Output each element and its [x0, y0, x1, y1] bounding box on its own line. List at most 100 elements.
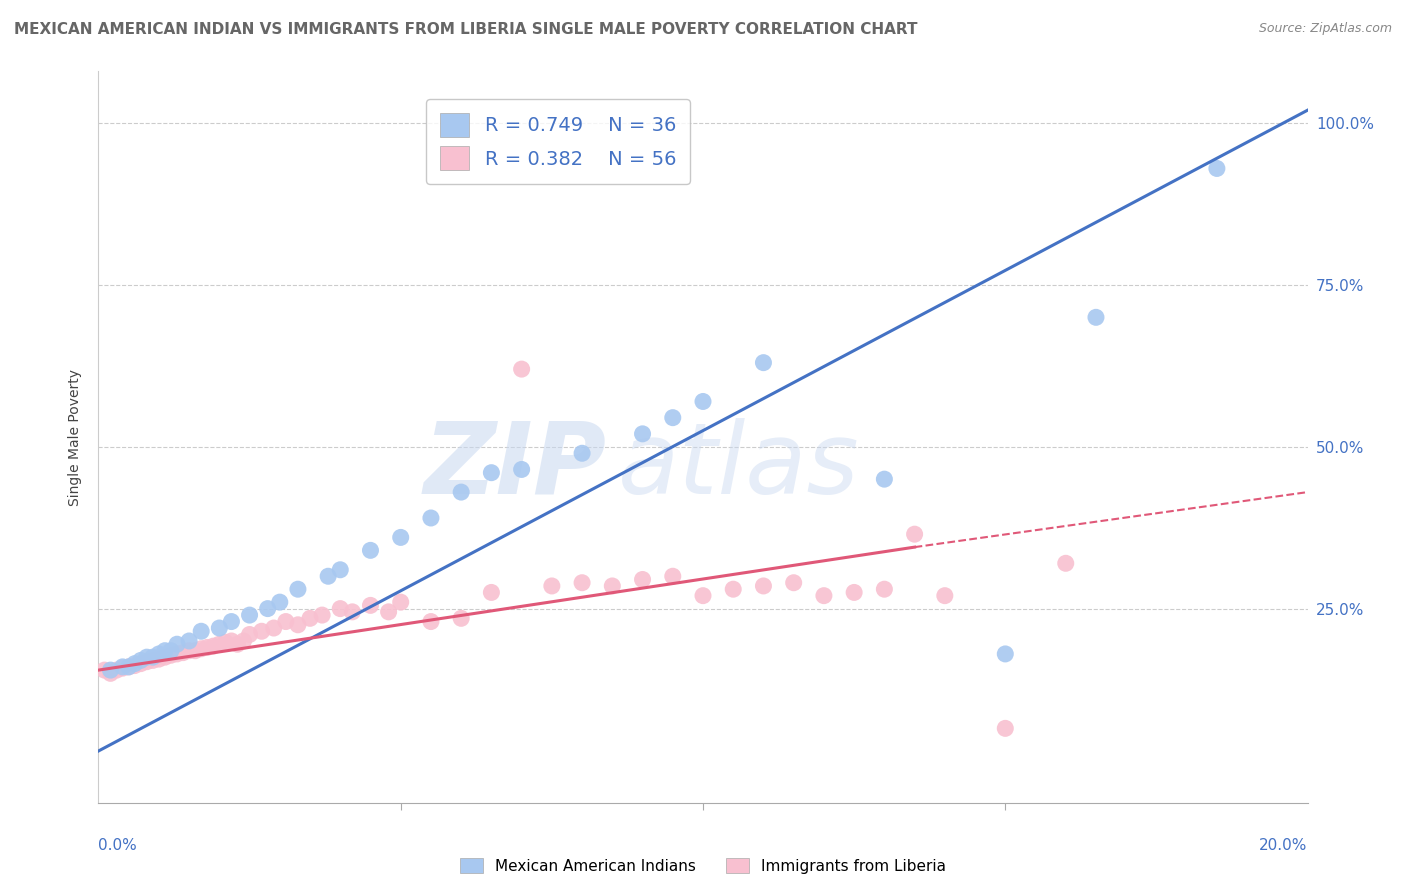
Point — [450, 485, 472, 500]
Point — [100, 666, 122, 681]
Point — [450, 611, 472, 625]
Point — [148, 647, 170, 661]
Legend: R = 0.749    N = 36, R = 0.382    N = 56: R = 0.749 N = 36, R = 0.382 N = 56 — [426, 99, 689, 184]
Text: ZIP: ZIP — [423, 417, 606, 515]
Point — [118, 660, 141, 674]
Point — [661, 569, 683, 583]
Legend: Mexican American Indians, Immigrants from Liberia: Mexican American Indians, Immigrants fro… — [454, 852, 952, 880]
Point — [571, 575, 593, 590]
Point — [129, 657, 152, 671]
Point — [195, 640, 218, 655]
Point — [723, 582, 745, 597]
Point — [142, 653, 165, 667]
Point — [239, 608, 262, 623]
Point — [389, 530, 412, 544]
Point — [142, 650, 165, 665]
Point — [124, 658, 146, 673]
Point — [105, 663, 128, 677]
Point — [287, 617, 309, 632]
Point — [239, 627, 262, 641]
Point — [873, 582, 896, 597]
Point — [934, 589, 956, 603]
Point — [631, 426, 654, 441]
Point — [661, 410, 683, 425]
Text: Source: ZipAtlas.com: Source: ZipAtlas.com — [1258, 22, 1392, 36]
Point — [214, 635, 236, 649]
Point — [208, 637, 231, 651]
Point — [692, 394, 714, 409]
Point — [329, 563, 352, 577]
Point — [100, 663, 122, 677]
Point — [571, 446, 593, 460]
Point — [160, 648, 183, 663]
Point — [124, 657, 146, 671]
Point — [844, 585, 866, 599]
Point — [172, 646, 194, 660]
Point — [111, 660, 134, 674]
Point — [329, 601, 352, 615]
Point — [93, 663, 115, 677]
Point — [263, 621, 285, 635]
Point — [602, 579, 624, 593]
Point — [752, 579, 775, 593]
Point — [360, 543, 382, 558]
Point — [994, 647, 1017, 661]
Point — [752, 356, 775, 370]
Point — [208, 621, 231, 635]
Point — [631, 573, 654, 587]
Text: 20.0%: 20.0% — [1260, 838, 1308, 854]
Point — [148, 652, 170, 666]
Point — [510, 462, 533, 476]
Point — [540, 579, 562, 593]
Point — [274, 615, 297, 629]
Y-axis label: Single Male Poverty: Single Male Poverty — [69, 368, 83, 506]
Point — [420, 511, 443, 525]
Point — [1206, 161, 1229, 176]
Point — [202, 639, 225, 653]
Point — [311, 608, 333, 623]
Point — [360, 599, 382, 613]
Point — [813, 589, 835, 603]
Point — [1085, 310, 1108, 325]
Point — [692, 589, 714, 603]
Point — [342, 605, 364, 619]
Point — [118, 660, 141, 674]
Point — [166, 647, 188, 661]
Point — [994, 722, 1017, 736]
Point — [166, 637, 188, 651]
Point — [904, 527, 927, 541]
Point — [250, 624, 273, 639]
Point — [226, 637, 249, 651]
Point — [160, 643, 183, 657]
Point — [135, 655, 157, 669]
Point — [316, 569, 339, 583]
Point — [190, 624, 212, 639]
Point — [481, 585, 503, 599]
Point — [1054, 557, 1077, 571]
Point — [179, 634, 201, 648]
Point — [129, 653, 152, 667]
Point — [420, 615, 443, 629]
Point — [153, 650, 176, 665]
Point — [179, 643, 201, 657]
Point — [287, 582, 309, 597]
Point — [269, 595, 291, 609]
Point — [221, 634, 243, 648]
Point — [389, 595, 412, 609]
Point — [111, 661, 134, 675]
Point — [783, 575, 806, 590]
Point — [135, 650, 157, 665]
Text: MEXICAN AMERICAN INDIAN VS IMMIGRANTS FROM LIBERIA SINGLE MALE POVERTY CORRELATI: MEXICAN AMERICAN INDIAN VS IMMIGRANTS FR… — [14, 22, 918, 37]
Point — [184, 643, 207, 657]
Point — [873, 472, 896, 486]
Point — [481, 466, 503, 480]
Point — [256, 601, 278, 615]
Point — [232, 634, 254, 648]
Text: 0.0%: 0.0% — [98, 838, 138, 854]
Point — [377, 605, 399, 619]
Point — [299, 611, 322, 625]
Text: atlas: atlas — [619, 417, 860, 515]
Point — [510, 362, 533, 376]
Point — [221, 615, 243, 629]
Point — [153, 643, 176, 657]
